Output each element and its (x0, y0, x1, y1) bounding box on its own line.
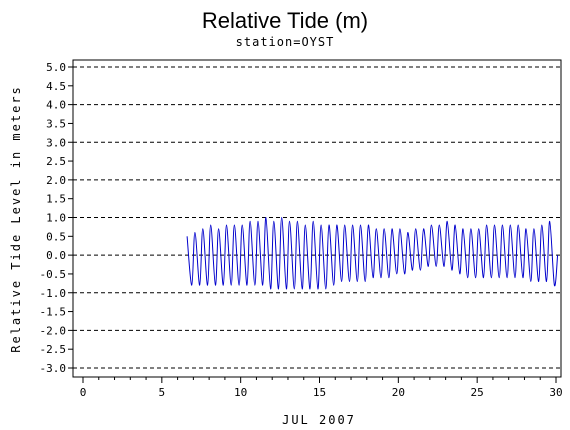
x-tick-label: 25 (471, 386, 484, 399)
y-tick-label: -0.5 (40, 268, 67, 281)
y-tick-label: -1.5 (40, 306, 67, 319)
x-axis-ticks: 0 5 10 15 20 25 30 (80, 377, 563, 399)
y-tick-label: -2.0 (40, 324, 67, 337)
chart-subtitle: station=OYST (236, 35, 335, 49)
y-axis-ticks: 5.0 4.5 4.0 3.5 3.0 2.5 2.0 1.5 1.0 0.5 0.0 -0.5 -1.… (40, 61, 73, 375)
x-tick-label: 0 (80, 386, 87, 399)
x-axis-label: JUL 2007 (282, 413, 356, 427)
reference-lines (73, 66, 561, 369)
y-tick-label: 1.5 (46, 193, 66, 206)
y-tick-label: 3.0 (46, 136, 66, 149)
tide-series-line (186, 216, 559, 290)
x-tick-label: 30 (549, 386, 562, 399)
y-tick-label: 1.0 (46, 212, 66, 225)
y-tick-label: 5.0 (46, 61, 66, 74)
y-tick-label: 2.5 (46, 155, 66, 168)
y-tick-label: 4.5 (46, 80, 66, 93)
y-tick-label: 2.0 (46, 174, 66, 187)
x-tick-label: 5 (159, 386, 166, 399)
x-tick-label: 20 (392, 386, 405, 399)
y-axis-label: Relative Tide Level in meters (9, 85, 23, 353)
y-tick-label: 3.5 (46, 117, 66, 130)
y-tick-label: -2.5 (40, 343, 67, 356)
y-tick-label: 0.5 (46, 230, 66, 243)
y-tick-label: -1.0 (40, 287, 67, 300)
plot-frame (72, 59, 562, 378)
x-tick-label: 15 (313, 386, 326, 399)
y-tick-label: 4.0 (46, 99, 66, 112)
series-layer (186, 216, 559, 290)
chart-title: Relative Tide (m) (202, 8, 368, 33)
y-tick-label: -3.0 (40, 362, 67, 375)
y-tick-label: 0.0 (46, 249, 66, 262)
x-tick-label: 10 (234, 386, 247, 399)
